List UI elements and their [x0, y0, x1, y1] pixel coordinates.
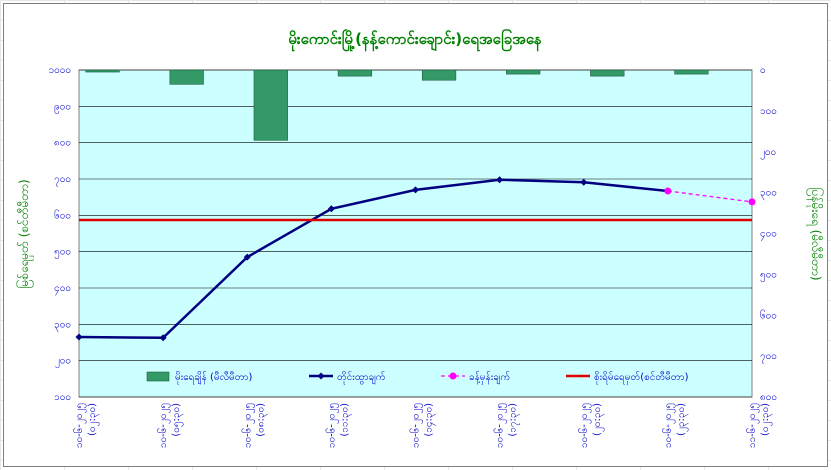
y-right-tick-label: ၀ [760, 65, 766, 76]
y-right-tick-label: ၃၀၀ [760, 188, 777, 201]
forecast-point [664, 187, 672, 195]
y-left-tick-label: ၆၀၀ [54, 208, 71, 221]
rainfall-bar [421, 69, 457, 81]
x-tick-label: ၁၀-၆-၂၀၂၅ (၀၂:၃၀) [72, 403, 100, 448]
y-left-tick-label: ၉၀၀ [54, 101, 71, 114]
x-tick-label: ၁၀-၆-၂၀၂၅ (၁၇:၃၀) [493, 403, 521, 448]
y-right-tick-label: ၄၀၀ [760, 229, 777, 242]
legend-label: စိုးရိမ်ရေမှတ်(စင်တီမီတာ) [594, 370, 689, 385]
x-tick-label: ၁၀-၆-၂၀၂၅ (၀၅:၃၀) [156, 403, 184, 448]
x-tick-label: ၁၀-၆-၂၀၂၅ (၁၄:၃၀) [409, 403, 437, 448]
forecast-point [748, 198, 756, 206]
legend-marker-measured [317, 372, 325, 380]
lines-layer [75, 176, 756, 342]
y-left-tick-label: ၇၀၀ [54, 174, 71, 187]
gridlines [79, 69, 752, 398]
rainfall-bar [169, 69, 204, 85]
legend-marker-forecast [449, 372, 457, 380]
x-tick-label: ၁၀-၆-၂၀၂၅ (၁၁:၃၀) [324, 403, 352, 448]
y-axis-left-label: မြစ်ရေမှတ် (စင်တီမီတာ) [15, 179, 34, 288]
rainfall-bar [337, 69, 373, 77]
y-right-tick-label: ၁၀၀ [760, 106, 777, 117]
y-left-tick-label: ၅၀၀ [54, 247, 71, 260]
y-left-tick-label: ၁၀၀၀ [49, 65, 72, 76]
rainfall-bar [590, 69, 625, 77]
chart-frame: မိုးကောင်းမြို့(နန့်ကောင်းချောင်း)ရေအခြေ… [3, 3, 828, 467]
y-right-tick-label: ၈၀၀ [760, 392, 777, 403]
measured-point [159, 334, 167, 342]
y-left-tick-label: ၂၀၀ [55, 356, 71, 369]
y-right-tick-label: ၂၀၀ [760, 147, 776, 160]
x-tick-label: ၁၀-၆-၂၀၂၅ (၂၀:၃၀) [577, 403, 605, 448]
plot-area [78, 69, 753, 398]
y-axis-right-label: ပြန်မိုးရေ (မီလီမီတာ) [806, 187, 825, 280]
rainfall-bar [674, 69, 709, 75]
legend-label: တိုင်းထွာချက် [337, 370, 386, 385]
rainfall-bar [253, 69, 288, 141]
forecast-line [667, 190, 753, 203]
measured-water-level-line [78, 178, 669, 340]
measured-point [580, 178, 588, 186]
y-left-tick-label: ၁၀၀ [54, 392, 71, 403]
measured-point [496, 176, 504, 184]
chart-svg: မိုးကောင်းမြို့(နန့်ကောင်းချောင်း)ရေအခြေ… [15, 28, 825, 448]
x-tick-label: ၁၀-၆-၂၀၂၅ (၂၃:၃၀) [661, 403, 689, 448]
y-right-tick-label: ၆၀၀ [760, 308, 777, 321]
rainfall-bar [85, 69, 120, 73]
legend-label: ခန့်မှန်းချက် [469, 370, 510, 385]
y-left-tick-label: ၄၀၀ [54, 283, 71, 296]
legend-swatch-rainfall [146, 371, 170, 382]
measured-point [75, 333, 83, 341]
measured-point [327, 205, 335, 213]
measured-point [243, 253, 251, 261]
legend: မိုးရေချိန် (မီလီမီတာ) တိုင်းထွာချက် ခန့်မ… [146, 370, 689, 385]
measured-point [412, 186, 419, 194]
rainfall-bars [85, 69, 709, 141]
x-tick-label: ၁၁-၆-၂၀၂၅ (၀၂:၃၀) [745, 403, 773, 448]
y-left-tick-label: ၃၀၀ [54, 319, 71, 332]
y-left-tick-label: ၈၀၀ [54, 138, 71, 149]
rainfall-bar [506, 69, 541, 75]
legend-label: မိုးရေချိန် (မီလီမီတာ) [175, 370, 253, 385]
x-tick-label: ၁၀-၆-၂၀၂၅ (၀၈:၃၀) [240, 403, 268, 448]
y-right-tick-label: ၅၀၀ [760, 269, 777, 282]
y-right-tick-label: ၇၀၀ [760, 351, 777, 364]
chart-title: မိုးကောင်းမြို့(နန့်ကောင်းချောင်း)ရေအခြေ… [288, 28, 542, 52]
